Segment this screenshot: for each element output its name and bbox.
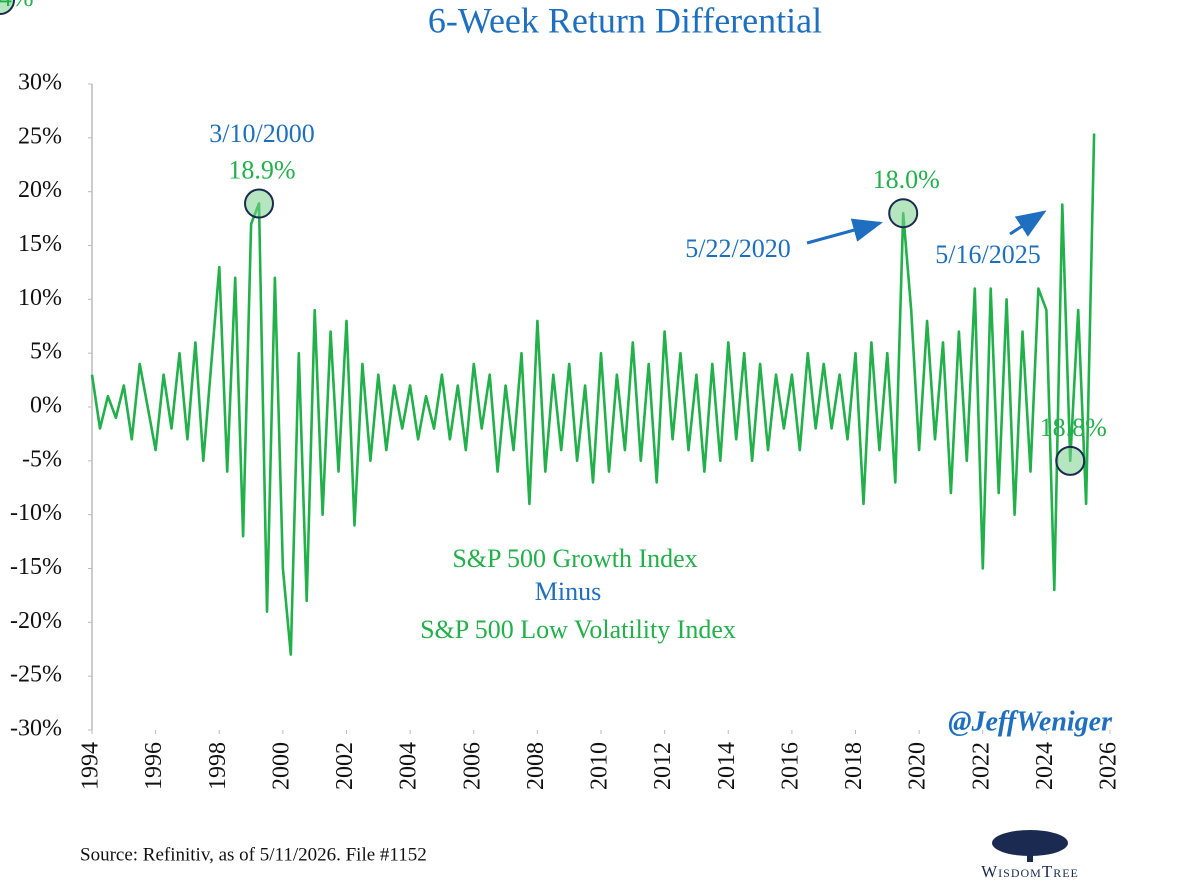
x-tick-label: 2004 [396,742,422,790]
legend-text: S&P 500 Growth Index [452,544,697,573]
x-tick-label: 2000 [268,742,294,790]
x-tick-label: 2006 [459,742,485,790]
y-tick-label: 10% [18,285,62,311]
x-tick-label: 2018 [841,742,867,790]
y-tick-label: 15% [18,231,62,257]
y-tick-label: -10% [10,500,62,526]
data-label: 25.4% [0,0,34,12]
x-tick-label: 2020 [905,742,931,790]
data-label: 18.9% [228,155,295,184]
legend-text: Minus [535,577,601,606]
x-tick-label: 2024 [1032,742,1058,790]
peak-marker [244,188,275,219]
peak-marker [888,198,919,229]
x-tick-label: 2008 [523,742,549,790]
handle: @JeffWeniger [948,706,1113,737]
chart-title: 6-Week Return Differential [428,0,822,40]
peak-marker [0,0,15,15]
source: Source: Refinitiv, as of 5/11/2026. File… [80,844,427,865]
y-tick-label: -5% [22,446,62,472]
logo: WisdomTree [981,862,1079,881]
x-tick-label: 1994 [78,742,104,790]
annotation: 5/22/2020 [685,234,790,263]
x-tick-label: 2012 [650,742,676,790]
x-tick-label: 1998 [205,742,231,790]
data-label: 18.8% [1040,413,1107,442]
y-tick-label: -30% [10,716,62,742]
arrow [1009,210,1047,237]
y-tick-label: 30% [18,70,62,96]
x-tick-label: 2022 [968,742,994,790]
peak-marker [1055,445,1086,476]
y-tick-label: -15% [10,554,62,580]
x-tick-label: 2002 [332,742,358,790]
data-label: 18.0% [873,165,940,194]
annotation: 3/10/2000 [209,119,314,148]
y-tick-label: 5% [30,339,62,365]
logo-tree [992,830,1068,862]
y-tick-label: 20% [18,177,62,203]
annotation: 5/16/2025 [935,240,1040,269]
x-tick-label: 1996 [141,742,167,790]
legend-text: S&P 500 Low Volatility Index [420,615,736,644]
x-tick-label: 2016 [777,742,803,790]
y-tick-label: -20% [10,608,62,634]
x-tick-label: 2026 [1096,742,1122,790]
arrow [806,218,883,245]
x-tick-label: 2014 [714,742,740,790]
y-tick-label: -25% [10,662,62,688]
x-tick-label: 2010 [587,742,613,790]
y-tick-label: 0% [30,393,62,419]
y-tick-label: 25% [18,123,62,149]
